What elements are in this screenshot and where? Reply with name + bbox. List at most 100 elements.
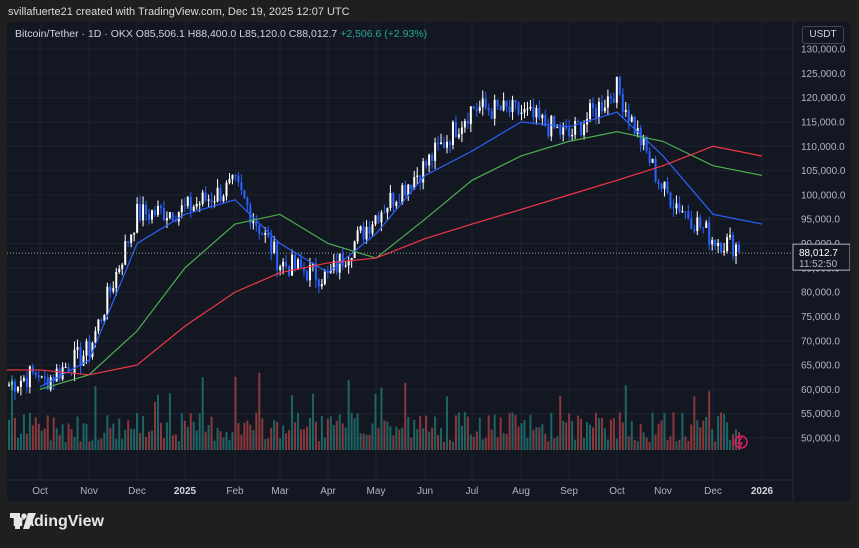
volume-bar (574, 439, 577, 450)
volume-bar (526, 437, 529, 450)
volume-bar (300, 429, 302, 450)
volume-bar (523, 420, 526, 450)
volume-bar (365, 434, 368, 450)
volume-bar (282, 425, 285, 450)
candle-body (300, 259, 302, 268)
volume-bar (180, 413, 183, 450)
candle-body (183, 205, 186, 207)
candle-body (583, 124, 586, 136)
candle-body (502, 100, 505, 111)
open-value: O85,506.1 (135, 28, 185, 40)
candle-body (240, 182, 243, 191)
price-chart[interactable]: 130,000.0 125,000.0 120,000.0 115,000.0 110,… (7, 22, 850, 502)
candle-body (368, 226, 371, 234)
candle-body (469, 106, 472, 124)
chart-pane[interactable]: 130,000.0 125,000.0 120,000.0 115,000.0 110,… (7, 22, 850, 502)
candle-body (723, 251, 726, 253)
candle-body (663, 181, 666, 189)
volume-bar (329, 416, 332, 450)
candle-body (696, 217, 699, 232)
candle-body (431, 154, 434, 161)
candle-body (142, 204, 145, 221)
volume-bar (615, 438, 618, 450)
volume-bar (484, 437, 487, 450)
candle-body (526, 108, 529, 110)
volume-bar (565, 422, 568, 450)
volume-bar (699, 427, 702, 450)
lightning-icon (736, 436, 743, 448)
volume-bar (428, 431, 431, 450)
candle-body (443, 142, 446, 148)
volume-bar (19, 433, 22, 450)
volume-bar (25, 433, 28, 450)
volume-bar (395, 426, 398, 450)
candle-body (243, 190, 246, 198)
symbol-name: Bitcoin/Tether · 1D · OKX (15, 28, 133, 40)
volume-bar (192, 421, 195, 450)
volume-bar (159, 422, 162, 450)
volume-bar (249, 424, 252, 450)
volume-bar (335, 420, 338, 450)
price-tick-label: 95,000.0 (801, 215, 840, 226)
volume-bar (684, 436, 687, 450)
last-price-label: 88,012.7 (799, 248, 838, 259)
volume-bar (168, 393, 171, 450)
candle-body (466, 120, 469, 124)
volume-bar (532, 429, 535, 450)
volume-bar (76, 416, 79, 450)
volume-bar (696, 420, 699, 450)
volume-bar (121, 438, 124, 450)
volume-bar (297, 412, 300, 450)
time-tick-label: Oct (609, 486, 625, 497)
candle-body (314, 263, 317, 280)
volume-bar (55, 428, 58, 450)
candle-body (58, 368, 61, 380)
volume-bar (380, 387, 383, 450)
volume-bar (279, 438, 282, 450)
candle-body (347, 260, 350, 266)
volume-bar (657, 423, 660, 450)
candle-body (422, 161, 425, 183)
volume-bar (332, 425, 335, 450)
volume-bar (40, 430, 43, 450)
candle-body (112, 288, 115, 292)
candle-body (320, 284, 323, 287)
candle-body (323, 271, 326, 285)
candle-body (37, 375, 40, 378)
candle-body (73, 349, 76, 374)
volume-bar (568, 413, 571, 450)
candle-body (76, 347, 79, 350)
candle-body (401, 185, 404, 204)
volume-bar (446, 396, 448, 450)
volume-bar (368, 434, 371, 450)
candle-body (425, 161, 428, 166)
volume-bar (148, 431, 151, 450)
ma-blue-line (39, 111, 763, 388)
candle-body (490, 110, 493, 119)
volume-bar (133, 429, 136, 450)
candle-body (88, 341, 91, 357)
volume-bar (681, 412, 684, 450)
volume-bar (210, 416, 213, 450)
candle-body (46, 377, 49, 390)
symbol-legend: Bitcoin/Tether · 1D · OKX O85,506.1 H88,… (15, 28, 427, 40)
candle-body (448, 141, 451, 145)
candle-body (359, 226, 362, 231)
volume-bar (195, 430, 198, 450)
volume-bar (142, 415, 145, 450)
candle-body (13, 381, 16, 392)
candle-body (678, 203, 681, 213)
volume-bar (633, 440, 636, 450)
currency-label[interactable]: USDT (802, 26, 844, 44)
candle-body (392, 192, 395, 206)
volume-bar (189, 412, 192, 450)
volume-bar (186, 426, 189, 450)
volume-bar (541, 424, 544, 450)
volume-bar (353, 418, 356, 450)
candle-body (416, 175, 419, 177)
volume-bar (675, 441, 678, 450)
volume-bar (207, 425, 210, 450)
candle-body (538, 108, 541, 119)
candle-body (207, 199, 210, 201)
volume-bar (720, 412, 723, 450)
